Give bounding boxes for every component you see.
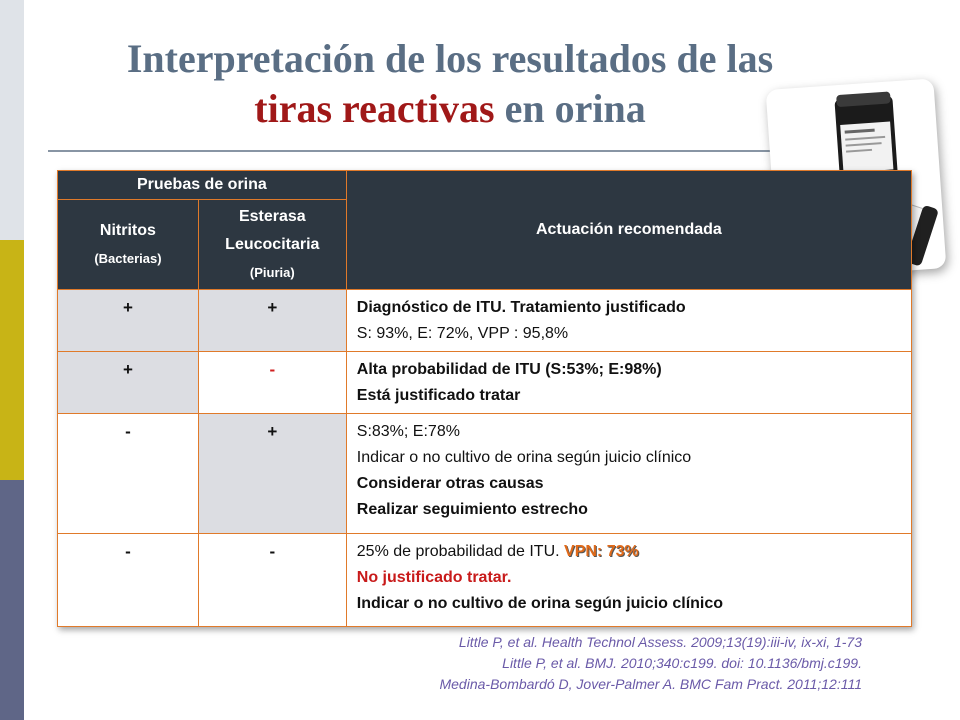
action-line: S:83%; E:78% [356, 423, 460, 440]
title-line-2-rest: en orina [494, 86, 646, 131]
esterasa-cell: + [197, 413, 347, 534]
action-line: Realizar seguimiento estrecho [356, 501, 588, 518]
urine-test-table: Pruebas de orina Actuación recomendada N… [57, 170, 913, 627]
title-highlight: tiras reactivas [254, 86, 495, 131]
action-line: No justificado tratar. [356, 569, 512, 586]
action-cell: S:83%; E:78% Indicar o no cultivo de ori… [345, 413, 913, 534]
table-row: - - 25% de probabilidad de ITU. VPN: 73%… [57, 533, 913, 627]
nitritos-cell: + [57, 289, 199, 352]
action-line: Considerar otras causas [356, 475, 544, 492]
header-esterasa: Esterasa Leucocitaria (Piuria) [197, 199, 347, 290]
esterasa-cell: + [197, 289, 347, 352]
header-nitritos-label: Nitritos [99, 221, 156, 239]
esterasa-cell: - [197, 533, 347, 627]
action-line: Indicar o no cultivo de orina según juic… [356, 595, 724, 612]
action-cell: 25% de probabilidad de ITU. VPN: 73% No … [345, 533, 913, 627]
table-row: + - Alta probabilidad de ITU (S:53%; E:9… [57, 351, 913, 414]
accent-bar-middle [0, 240, 24, 480]
header-actuacion-recomendada: Actuación recomendada [345, 170, 913, 290]
title-divider [48, 150, 908, 152]
header-pruebas-de-orina: Pruebas de orina [57, 170, 347, 200]
nitritos-cell: - [57, 413, 199, 534]
nitritos-cell: + [57, 351, 199, 414]
title-line-1: Interpretación de los resultados de las [126, 36, 774, 81]
accent-bar-top [0, 0, 24, 240]
probability-text: 25% de probabilidad de ITU. [356, 543, 565, 560]
table-row: - + S:83%; E:78% Indicar o no cultivo de… [57, 413, 913, 534]
accent-bar-bottom [0, 480, 24, 720]
action-line: Indicar o no cultivo de orina según juic… [356, 449, 692, 466]
header-esterasa-label: Esterasa Leucocitaria [225, 207, 320, 253]
title-line-2: tiras reactivas en orina [50, 84, 850, 134]
header-nitritos-sub: (Bacterias) [94, 250, 162, 266]
action-line: S: 93%, E: 72%, VPP : 95,8% [356, 325, 569, 342]
action-line: 25% de probabilidad de ITU. VPN: 73% [357, 539, 901, 565]
references: Little P, et al. Health Technol Assess. … [439, 632, 862, 695]
esterasa-cell: - [197, 351, 347, 414]
vpn-value: VPN: 73% [564, 543, 639, 560]
reference-line: Medina-Bombardó D, Jover-Palmer A. BMC F… [439, 676, 862, 692]
reference-line: Little P, et al. BMJ. 2010;340:c199. doi… [502, 655, 862, 671]
table-row: + + Diagnóstico de ITU. Tratamiento just… [57, 289, 913, 352]
action-cell: Alta probabilidad de ITU (S:53%; E:98%) … [345, 351, 913, 414]
action-line: Está justificado tratar [356, 387, 521, 404]
action-line: Diagnóstico de ITU. Tratamiento justific… [356, 299, 686, 316]
slide-title: Interpretación de los resultados de las … [50, 34, 850, 134]
reference-line: Little P, et al. Health Technol Assess. … [458, 634, 862, 650]
action-cell: Diagnóstico de ITU. Tratamiento justific… [345, 289, 913, 352]
action-line: Alta probabilidad de ITU (S:53%; E:98%) [356, 361, 662, 378]
nitritos-cell: - [57, 533, 199, 627]
header-nitritos: Nitritos (Bacterias) [57, 199, 199, 290]
header-esterasa-sub: (Piuria) [249, 264, 295, 280]
